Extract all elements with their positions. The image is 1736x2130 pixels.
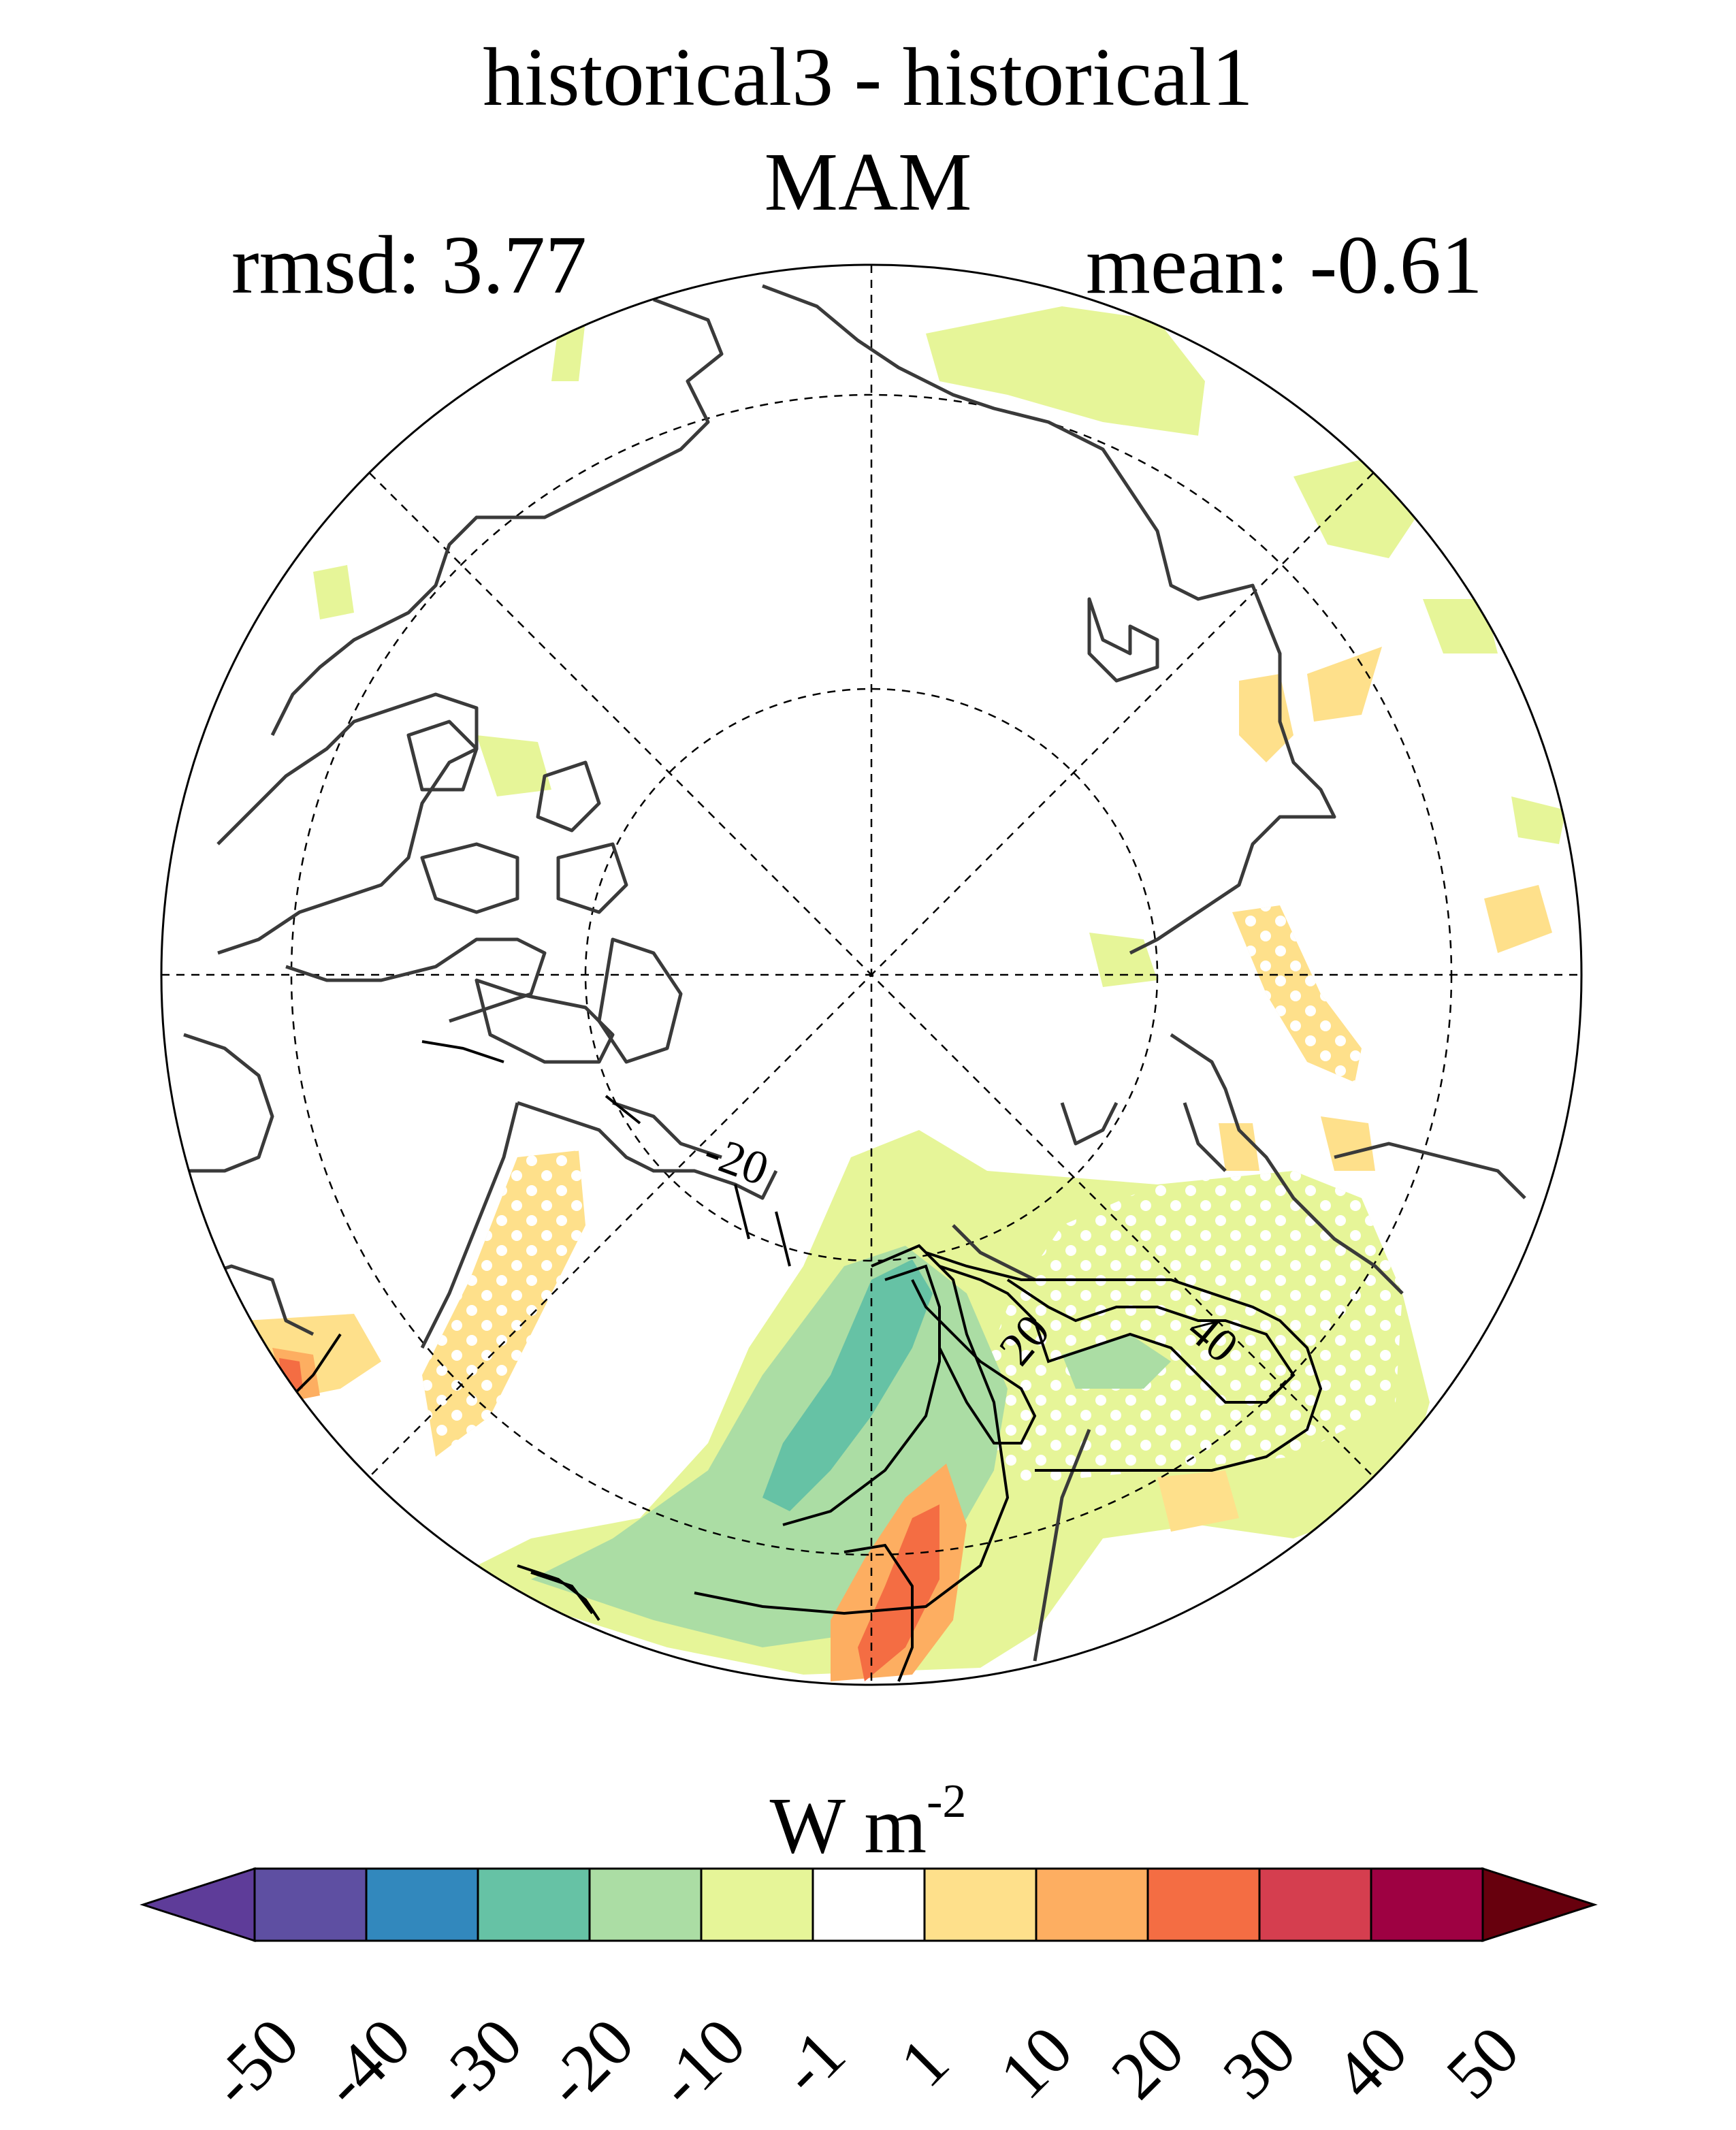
mean-label: mean: -0.61 (1086, 219, 1483, 311)
anomaly-patch (477, 735, 551, 796)
colorbar-over-triangle (1481, 1867, 1598, 1943)
map-boundary (160, 263, 1583, 1686)
colorbar-bin (588, 1867, 703, 1942)
colorbar-bin (1035, 1867, 1149, 1942)
contours (285, 1040, 1323, 1682)
significance-stipple (422, 1150, 585, 1457)
anomaly-patch (1219, 1123, 1259, 1171)
title-line-2: MAM (764, 136, 972, 228)
anomaly-patch (1423, 599, 1498, 653)
anomaly-patch (1293, 456, 1416, 558)
contour-label: -20 (698, 1125, 775, 1196)
colorbar-bin (700, 1867, 814, 1942)
units-base: W m (769, 1781, 927, 1870)
anomaly-patch (1239, 674, 1293, 762)
colorbar-bin (1370, 1867, 1484, 1942)
colorbar-bin (253, 1867, 368, 1942)
anomaly-patch (1307, 647, 1382, 722)
title-line-1: historical3 - historical1 (483, 31, 1253, 123)
significance-stipple (1232, 905, 1362, 1082)
colorbar-bin (923, 1867, 1038, 1942)
coastlines (183, 284, 1526, 1662)
colorbar-bin (811, 1867, 926, 1942)
anomaly-patch (926, 306, 1205, 436)
rmsd-label: rmsd: 3.77 (231, 219, 587, 311)
anomaly-patch (858, 1504, 939, 1681)
colorbar-bin (477, 1867, 591, 1942)
significance-stipple (967, 1171, 1402, 1484)
graticule (161, 265, 1581, 1685)
colorbar-under-triangle (140, 1867, 256, 1943)
units-exponent: -2 (927, 1775, 967, 1828)
colorbar-bin (365, 1867, 479, 1942)
colorbar-bin (1258, 1867, 1372, 1942)
anomaly-patch (313, 565, 354, 619)
anomaly-patch (1157, 1470, 1239, 1532)
colorbar-units: W m-2 (0, 1778, 1736, 1873)
shaded-field (231, 306, 1566, 1681)
anomaly-patch (551, 320, 585, 381)
anomaly-patch (1321, 1116, 1375, 1171)
colorbar (140, 1867, 1598, 1943)
anomaly-patch (762, 1259, 933, 1511)
anomaly-patch (1511, 796, 1566, 844)
anomaly-patch (1484, 885, 1552, 953)
colorbar-bin (1146, 1867, 1261, 1942)
anomaly-patch (1089, 933, 1157, 987)
